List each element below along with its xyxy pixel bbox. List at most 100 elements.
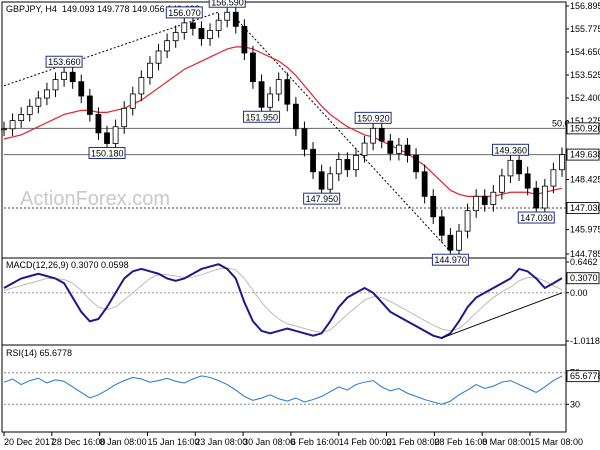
candle-body bbox=[207, 30, 213, 40]
x-tick-label: 20 Dec 2017 bbox=[4, 437, 55, 447]
candle-body bbox=[327, 173, 334, 190]
candle-body bbox=[310, 148, 316, 173]
rsi-y-tick-label: 65.6778 bbox=[570, 371, 600, 381]
candle-body bbox=[18, 114, 25, 121]
candle-body bbox=[318, 171, 325, 190]
macd-line bbox=[3, 263, 563, 340]
candle-body bbox=[224, 11, 231, 21]
x-tick-label: 21 Feb 08:00 bbox=[387, 437, 440, 447]
candle-body bbox=[550, 169, 557, 187]
y-tick-label: 155.775 bbox=[570, 24, 600, 34]
x-tick-label: 6 Feb 16:00 bbox=[291, 437, 339, 447]
x-tick-label: 8 Jan 08:00 bbox=[100, 437, 147, 447]
swing-label: 156.590 bbox=[211, 0, 244, 7]
x-tick-label: 15 Jan 16:00 bbox=[147, 437, 199, 447]
macd-y-tick-box bbox=[566, 272, 600, 285]
candle-body bbox=[172, 32, 179, 42]
watermark-text: ActionForex.com bbox=[20, 188, 170, 210]
macd-signal-line bbox=[3, 267, 563, 333]
rsi-y-tick-box bbox=[566, 370, 600, 383]
candle-body bbox=[61, 71, 67, 81]
price-title: GBPJPY, H4 bbox=[6, 4, 57, 14]
candle-body bbox=[387, 140, 394, 154]
swing-label-box bbox=[165, 6, 203, 19]
candle-body bbox=[121, 107, 128, 128]
swing-label: 144.970 bbox=[434, 255, 467, 265]
swing-label: 149.360 bbox=[494, 145, 527, 155]
candle-body bbox=[438, 216, 445, 236]
candle-body bbox=[524, 173, 531, 189]
candle-body bbox=[86, 95, 93, 115]
candle-body bbox=[284, 79, 291, 105]
y-tick-box bbox=[566, 122, 600, 135]
candle-body bbox=[181, 22, 188, 33]
candle-body bbox=[155, 50, 162, 64]
candle-body bbox=[44, 89, 50, 99]
candle-body bbox=[147, 62, 153, 78]
trendline bbox=[235, 17, 451, 252]
candle-body bbox=[129, 93, 136, 109]
candle-body bbox=[413, 154, 419, 173]
swing-label-box bbox=[354, 111, 392, 124]
swing-label-box bbox=[303, 192, 341, 205]
candle-body bbox=[138, 77, 145, 95]
y-tick-label: 149.638 bbox=[570, 150, 600, 160]
candle-body bbox=[189, 22, 196, 29]
rsi-line bbox=[3, 375, 563, 405]
swing-label: 151.950 bbox=[246, 112, 279, 122]
macd-y-tick-label: 0.6462 bbox=[570, 257, 598, 267]
x-tick-label: 15 Mar 08:00 bbox=[530, 437, 583, 447]
price-quote: 149.093 149.778 149.056 149.638 bbox=[62, 4, 200, 14]
x-tick-label: 8 Mar 08:00 bbox=[482, 437, 530, 447]
swing-label-box bbox=[45, 55, 83, 68]
y-tick-box bbox=[566, 148, 600, 161]
rsi-y-tick-label: 30 bbox=[570, 399, 580, 409]
swing-label: 147.030 bbox=[520, 213, 553, 223]
candle-body bbox=[215, 19, 222, 31]
swing-label: 150.920 bbox=[357, 113, 390, 123]
x-tick-label: 28 Dec 16:00 bbox=[52, 437, 106, 447]
candle-body bbox=[275, 79, 282, 95]
candle-body bbox=[232, 11, 239, 27]
swing-label-box bbox=[243, 110, 281, 123]
candle-body bbox=[421, 171, 428, 197]
x-tick-label: 23 Jan 08:00 bbox=[195, 437, 247, 447]
candle-body bbox=[250, 52, 256, 83]
candle-body bbox=[344, 159, 351, 171]
y-tick-label: 151.275 bbox=[570, 116, 600, 126]
candle-body bbox=[378, 127, 385, 142]
swing-label: 147.950 bbox=[306, 194, 339, 204]
y-tick-label: 150.920 bbox=[570, 123, 600, 133]
candle-body bbox=[404, 144, 411, 156]
candle-body bbox=[490, 191, 497, 205]
candle-body bbox=[507, 159, 514, 177]
candle-body bbox=[35, 97, 42, 107]
candle-body bbox=[481, 195, 488, 205]
candle-body bbox=[430, 195, 437, 218]
y-tick-label: 152.400 bbox=[570, 93, 600, 103]
candle-body bbox=[395, 144, 402, 154]
candle-body bbox=[533, 187, 540, 209]
candle-body bbox=[499, 175, 505, 193]
macd-y-tick-label: 0.3070 bbox=[570, 273, 598, 283]
candle-body bbox=[1, 128, 7, 131]
swing-label-box bbox=[208, 0, 246, 8]
y-tick-label: 156.895 bbox=[570, 1, 600, 11]
y-tick-label: 147.030 bbox=[570, 203, 600, 213]
candle-body bbox=[9, 120, 16, 130]
candle-body bbox=[464, 210, 471, 232]
candle-body bbox=[267, 93, 274, 108]
x-tick-label: 28 Feb 16:00 bbox=[434, 437, 487, 447]
candle-body bbox=[26, 105, 33, 115]
candle-body bbox=[559, 154, 565, 171]
candle-body bbox=[292, 103, 299, 130]
macd-y-tick-label: 0.00 bbox=[570, 288, 588, 298]
macd-y-tick-label: -1.0118 bbox=[570, 336, 600, 346]
candle-body bbox=[370, 127, 377, 144]
macd-title: MACD(12,26,9) 0.3070 0.0598 bbox=[6, 260, 129, 270]
y-tick-box bbox=[566, 202, 600, 215]
x-tick-label: 30 Jan 08:00 bbox=[243, 437, 295, 447]
candle-body bbox=[335, 159, 342, 175]
candle-body bbox=[353, 154, 359, 171]
